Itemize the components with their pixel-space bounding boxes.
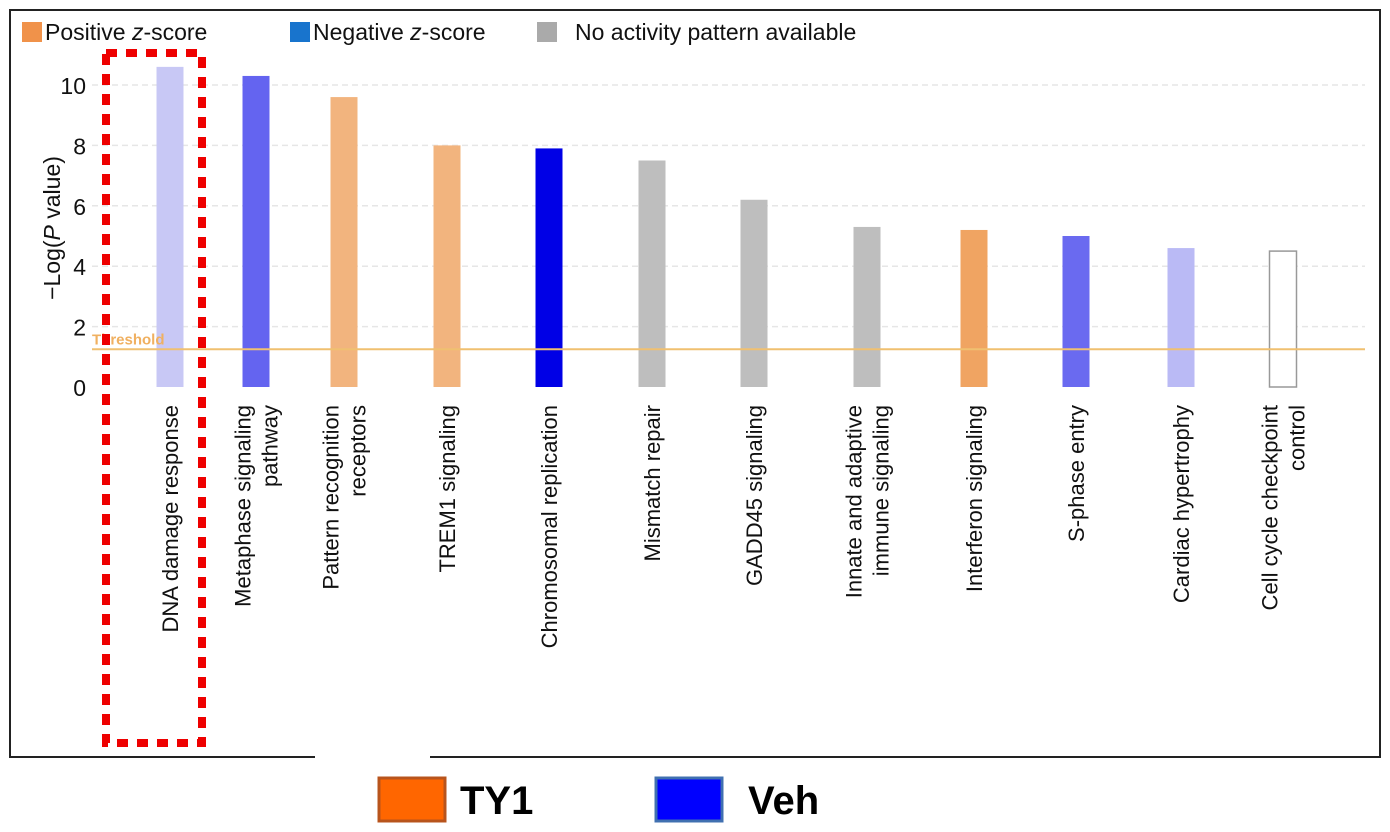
legend-swatch	[22, 22, 42, 42]
bar	[330, 97, 358, 387]
y-axis-label-prefix: −Log(	[39, 240, 65, 300]
x-tick-label: Chromosomal replication	[537, 405, 562, 648]
y-tick-label: 6	[73, 194, 86, 220]
bar	[1167, 248, 1195, 387]
x-tick-label: pathway	[258, 405, 283, 487]
x-tick-label: Innate and adaptive	[842, 405, 867, 598]
y-tick-label: 10	[60, 73, 86, 99]
bar	[638, 160, 666, 387]
legend-label: No activity pattern available	[575, 19, 856, 45]
legend-bottom: TY1 Veh	[377, 776, 819, 823]
y-axis-ticks: 0 2 4 6 8 10	[60, 73, 86, 401]
y-tick-label: 8	[73, 133, 86, 159]
legend-swatch	[654, 776, 724, 823]
x-tick-label: immune signaling	[869, 405, 894, 576]
bar	[960, 229, 988, 387]
x-tick-label: Interferon signaling	[962, 405, 987, 592]
legend-swatch	[290, 22, 310, 42]
chart-frame	[9, 9, 1381, 758]
y-tick-label: 4	[73, 254, 86, 280]
legend-swatch	[377, 776, 447, 823]
x-tick-label: DNA damage response	[158, 405, 183, 632]
bar	[156, 66, 184, 387]
legend-swatch	[537, 22, 557, 42]
legend-label: Positive z-score	[45, 19, 207, 45]
x-tick-label: Cell cycle checkpoint	[1258, 405, 1283, 610]
legend-label: Veh	[748, 779, 819, 823]
x-tick-label: receptors	[346, 405, 371, 497]
legend-label: TY1	[460, 779, 533, 823]
x-tick-label: Mismatch repair	[640, 405, 665, 561]
x-tick-label: Pattern recognition	[319, 405, 344, 590]
x-tick-label: TREM1 signaling	[435, 405, 460, 573]
bar	[853, 226, 881, 387]
bar	[433, 145, 461, 387]
x-tick-label: Cardiac hypertrophy	[1169, 405, 1194, 603]
x-tick-label: S-phase entry	[1064, 405, 1089, 542]
y-axis-label-italic: P	[39, 224, 65, 240]
legend-label: Negative z-score	[313, 19, 486, 45]
x-tick-label: Metaphase signaling	[231, 405, 256, 607]
bar	[242, 75, 270, 387]
y-tick-label: 0	[73, 375, 86, 401]
legend-top: Positive z-score Negative z-score No activ…	[22, 19, 856, 45]
x-tick-label: GADD45 signaling	[742, 405, 767, 586]
x-axis-labels: DNA damage response Metaphase signaling pa…	[158, 405, 1310, 648]
bar	[740, 199, 768, 387]
threshold-label: Threshold	[92, 331, 165, 348]
y-axis-label: −Log(P value)	[39, 156, 65, 300]
highlight-box-dna-damage-response	[102, 49, 206, 747]
gridlines	[92, 84, 1365, 328]
bar	[1062, 236, 1090, 387]
y-tick-label: 2	[73, 315, 86, 341]
bar	[535, 148, 563, 387]
x-tick-label: control	[1285, 405, 1310, 471]
y-axis-label-suffix: value)	[39, 156, 65, 225]
bar	[1268, 250, 1298, 388]
